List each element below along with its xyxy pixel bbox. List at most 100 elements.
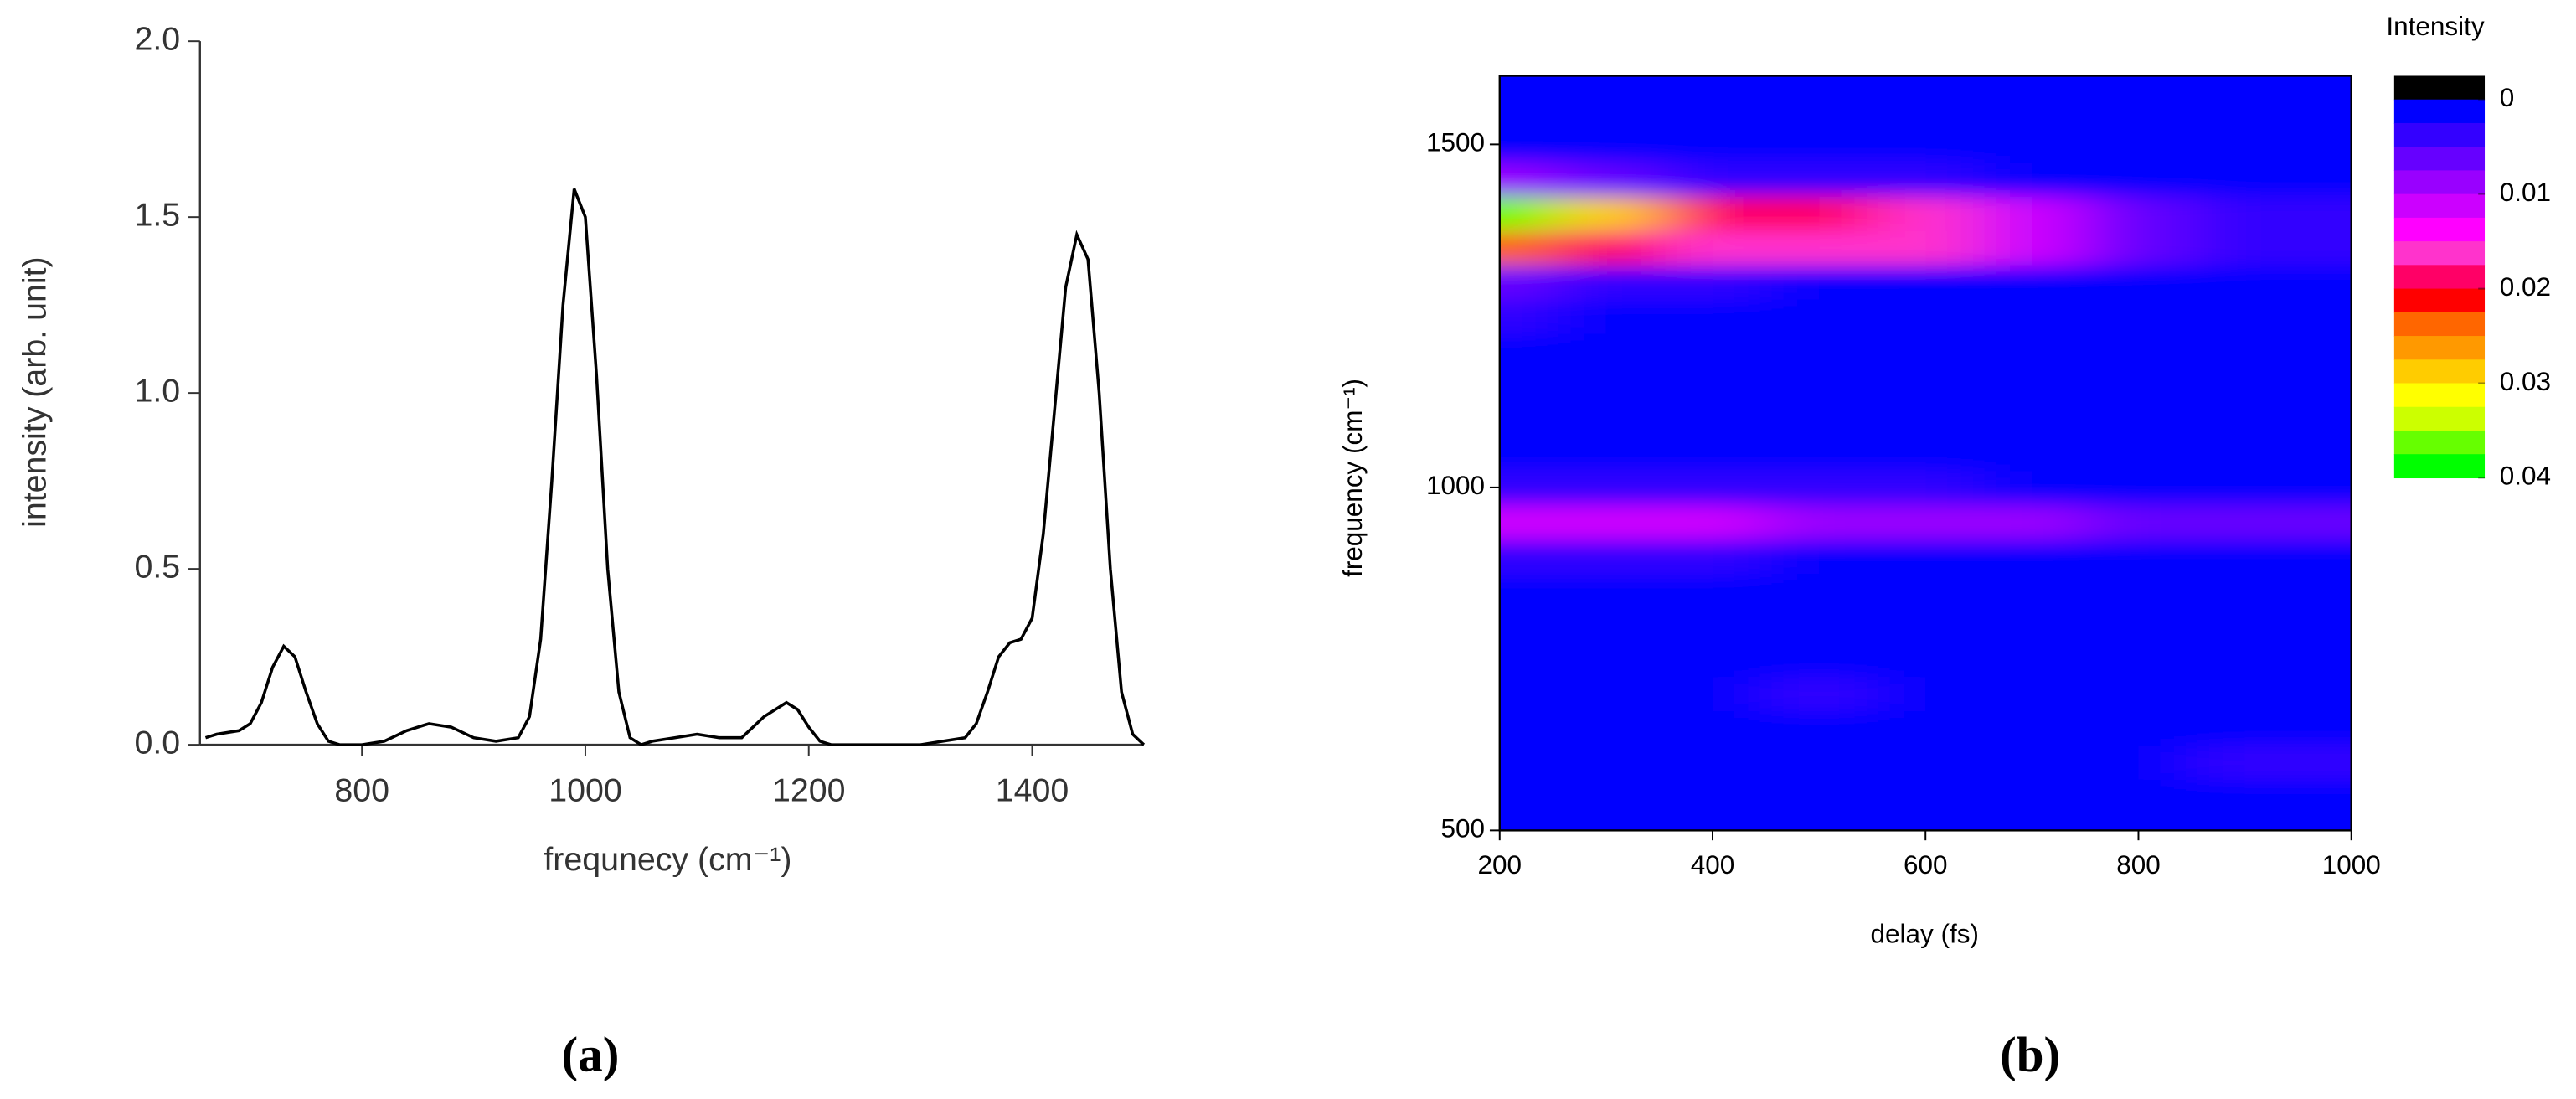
heat-cell xyxy=(2298,642,2352,678)
heat-cell xyxy=(1659,298,1767,334)
heat-cell xyxy=(1499,401,1554,437)
heat-cell xyxy=(2084,161,2193,197)
caption: (a) xyxy=(562,1026,620,1081)
heatmap-area xyxy=(1499,75,2352,831)
heat-cell xyxy=(1765,126,1873,163)
heat-cell xyxy=(1659,607,1767,643)
heat-cell xyxy=(1872,401,1980,437)
heat-cell xyxy=(1978,264,2086,300)
heat-cell xyxy=(1765,333,1873,369)
y-tick-label: 1.5 xyxy=(135,197,181,234)
heat-cell xyxy=(1499,161,1554,197)
heat-cell xyxy=(2298,778,2352,814)
heat-cell xyxy=(1659,92,1767,128)
colorbar-band xyxy=(2393,99,2486,124)
heat-cell xyxy=(1659,195,1767,231)
heat-cell xyxy=(1765,778,1873,814)
heat-cell xyxy=(2298,264,2352,300)
heat-cell xyxy=(2298,367,2352,403)
heat-cell xyxy=(2084,778,2193,814)
heat-cell xyxy=(1499,607,1554,643)
heat-cell xyxy=(1872,333,1980,369)
heat-cell xyxy=(2192,778,2300,814)
heat-cell xyxy=(1765,745,1873,780)
heat-cell xyxy=(1765,710,1873,746)
heat-cell xyxy=(1553,195,1661,231)
heat-cell xyxy=(2298,126,2352,163)
heat-cell xyxy=(1978,75,2086,94)
heat-cell xyxy=(1659,75,1767,94)
heat-cell xyxy=(1978,573,2086,609)
heat-cell xyxy=(1765,161,1873,197)
heat-cell xyxy=(1978,745,2086,780)
heat-cell xyxy=(1553,333,1661,369)
heat-cell xyxy=(1872,75,1980,94)
heat-cell xyxy=(1553,573,1661,609)
heat-cell xyxy=(2084,710,2193,746)
heat-cell xyxy=(1659,470,1767,506)
colorbar-band xyxy=(2393,454,2486,479)
colorbar-band xyxy=(2393,217,2486,242)
colorbar-tick-label: 0.03 xyxy=(2500,367,2551,396)
colorbar-band xyxy=(2393,430,2486,455)
heat-cell xyxy=(2192,607,2300,643)
heat-cell xyxy=(2192,642,2300,678)
heat-cell xyxy=(1553,92,1661,128)
colorbar-band xyxy=(2393,241,2486,266)
colorbar-band xyxy=(2393,336,2486,360)
heat-cell xyxy=(2084,333,2193,369)
heat-cell xyxy=(1659,710,1767,746)
heat-cell xyxy=(1553,813,1661,831)
heat-cell xyxy=(1499,298,1554,334)
heat-cell xyxy=(2084,401,2193,437)
heat-cell xyxy=(2298,470,2352,506)
heat-cell xyxy=(1553,710,1661,746)
heatmap-cells xyxy=(1499,75,2352,831)
heat-cell xyxy=(2192,298,2300,334)
heat-cell xyxy=(2084,607,2193,643)
heat-cell xyxy=(1553,539,1661,575)
heat-cell xyxy=(2192,367,2300,403)
heat-cell xyxy=(1872,230,1980,266)
heat-cell xyxy=(2192,470,2300,506)
heat-cell xyxy=(1659,333,1767,369)
heat-cell xyxy=(2084,92,2193,128)
heat-cell xyxy=(2192,195,2300,231)
heat-cell xyxy=(1553,745,1661,780)
heat-cell xyxy=(1978,126,2086,163)
heat-cell xyxy=(1659,778,1767,814)
x-axis-label: frequnecy (cm⁻¹) xyxy=(544,841,791,878)
heat-cell xyxy=(1978,642,2086,678)
x-axis-label: delay (fs) xyxy=(1871,920,1979,949)
heat-cell xyxy=(1553,126,1661,163)
heat-cell xyxy=(1872,298,1980,334)
colorbar-band xyxy=(2393,75,2486,101)
heat-cell xyxy=(2298,333,2352,369)
x-tick-label: 800 xyxy=(334,772,389,809)
heat-cell xyxy=(1765,401,1873,437)
heat-cell xyxy=(1553,436,1661,472)
x-tick-label: 1000 xyxy=(2322,850,2381,880)
heat-cell xyxy=(1553,264,1661,300)
heat-cell xyxy=(1499,264,1554,300)
heat-cell xyxy=(2084,676,2193,712)
heat-cell xyxy=(1978,230,2086,266)
heat-cell xyxy=(1765,504,1873,540)
heat-cell xyxy=(1553,676,1661,712)
heat-cell xyxy=(1765,436,1873,472)
heat-cell xyxy=(2084,264,2193,300)
colorbar-band xyxy=(2393,383,2486,408)
heat-cell xyxy=(1499,367,1554,403)
heat-cell xyxy=(1659,504,1767,540)
heat-cell xyxy=(1765,676,1873,712)
heat-cell xyxy=(1553,401,1661,437)
heat-cell xyxy=(1765,92,1873,128)
heat-cell xyxy=(1978,539,2086,575)
heat-cell xyxy=(2192,504,2300,540)
heat-cell xyxy=(1659,676,1767,712)
heat-cell xyxy=(1553,504,1661,540)
x-tick-label: 1400 xyxy=(996,772,1069,809)
heat-cell xyxy=(2192,230,2300,266)
heat-cell xyxy=(1659,161,1767,197)
heat-cell xyxy=(1499,778,1554,814)
